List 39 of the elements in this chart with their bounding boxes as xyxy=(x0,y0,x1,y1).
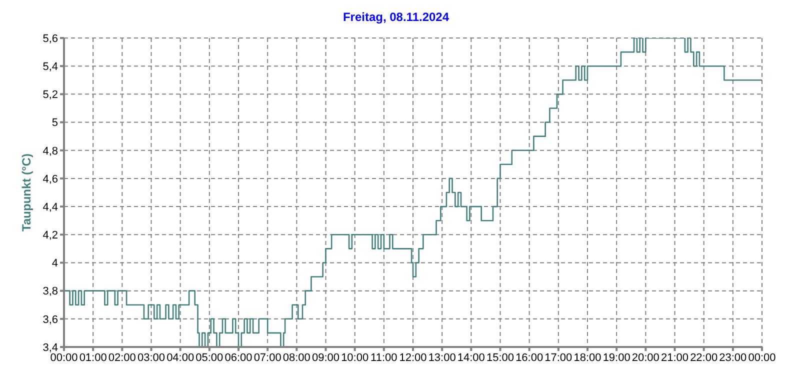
y-tick-label: 3,6 xyxy=(42,314,58,326)
x-tick-label: 08:00 xyxy=(282,352,310,364)
x-tick-label: 07:00 xyxy=(254,352,282,364)
y-tick-label: 5,4 xyxy=(42,60,58,73)
y-tick-label: 4,2 xyxy=(42,230,58,242)
x-tick-label: 11:00 xyxy=(370,352,398,364)
x-tick-label: 12:00 xyxy=(399,352,427,364)
x-tick-label: 17:00 xyxy=(544,352,572,364)
x-tick-label: 20:00 xyxy=(632,352,660,364)
x-tick-label: 16:00 xyxy=(516,352,544,364)
x-tick-label: 14:00 xyxy=(457,352,485,364)
y-tick-label: 4 xyxy=(52,258,58,270)
y-tick-label: 4,4 xyxy=(42,201,58,214)
y-axis-title: Taupunkt (°C) xyxy=(19,154,34,232)
x-tick-label: 01:00 xyxy=(79,352,107,364)
x-tick-label: 00:00 xyxy=(748,352,776,364)
x-tick-label: 15:00 xyxy=(486,352,514,364)
y-tick-label: 3,8 xyxy=(42,286,58,298)
x-tick-label: 06:00 xyxy=(224,352,252,364)
x-tick-label: 22:00 xyxy=(690,352,718,364)
x-tick-label: 13:00 xyxy=(428,352,456,364)
x-tick-label: 23:00 xyxy=(719,352,747,364)
y-tick-label: 4,8 xyxy=(42,145,58,158)
x-tick-label: 09:00 xyxy=(312,352,340,364)
y-tick-label: 5,6 xyxy=(42,32,58,45)
x-tick-label: 05:00 xyxy=(196,352,224,364)
x-tick-label: 00:00 xyxy=(50,352,78,364)
y-tick-label: 4,6 xyxy=(42,173,58,186)
y-tick-label: 3,4 xyxy=(42,342,58,354)
chart-title: Freitag, 08.11.2024 xyxy=(342,10,450,24)
y-tick-label: 5,2 xyxy=(42,89,58,102)
x-tick-label: 04:00 xyxy=(166,352,194,364)
x-tick-label: 02:00 xyxy=(108,352,136,364)
y-tick-label: 5 xyxy=(52,117,58,130)
x-tick-label: 19:00 xyxy=(602,352,630,364)
x-tick-label: 03:00 xyxy=(137,352,166,364)
x-tick-label: 10:00 xyxy=(341,352,369,364)
x-tick-label: 18:00 xyxy=(574,352,602,364)
x-tick-label: 21:00 xyxy=(660,352,689,364)
